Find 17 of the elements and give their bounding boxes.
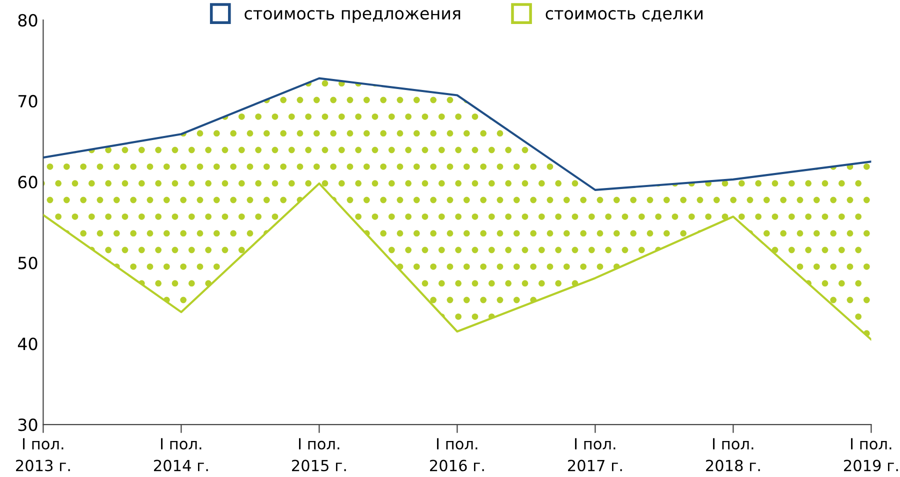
y-tick-label: 30 [18,418,38,432]
x-tick-label: I пол. 2014 г. [154,438,208,472]
x-tick-label: I пол. 2016 г. [430,438,484,472]
y-tick-label: 60 [18,176,38,188]
line-series [43,182,872,341]
x-tick-label: I пол. 2017 г. [568,438,622,472]
y-tick-label: 80 [18,14,38,27]
y-tick-label: 40 [18,338,38,350]
x-tick-label: I пол. 2013 г. [16,438,70,472]
legend-label: стоимость сделки [546,10,702,22]
x-tick-label: I пол. 2015 г. [292,438,346,472]
y-tick-label: 50 [18,256,38,270]
line-series [43,77,872,191]
x-tick-label: I пол. 2018 г. [706,438,760,472]
x-tick-label: I пол. 2019 г. [844,438,898,472]
legend-label: стоимость предложения [244,10,460,23]
y-tick-label: 70 [18,94,38,108]
